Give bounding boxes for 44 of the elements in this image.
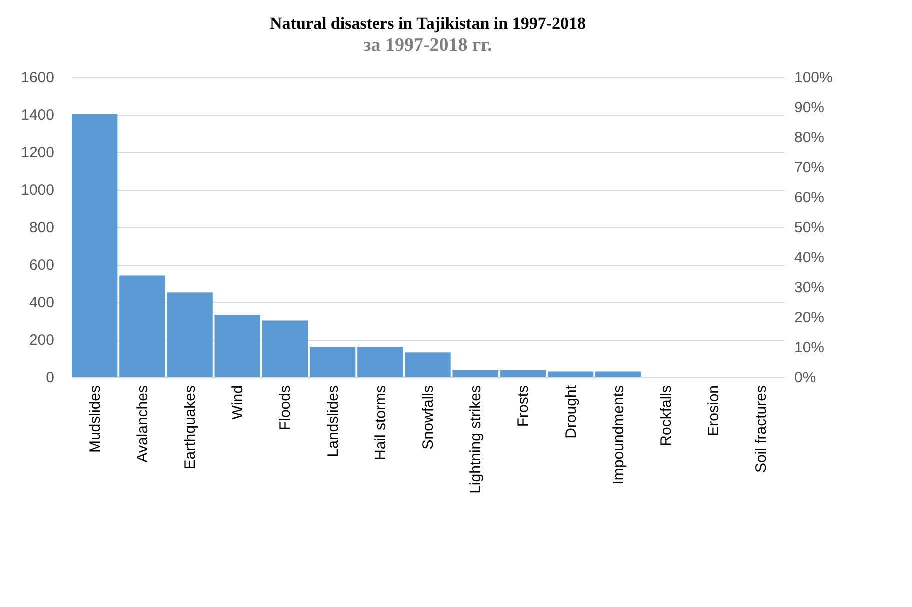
y2-tick-label: 90% [794,100,825,116]
y2-tick-label: 0% [794,370,816,386]
y-tick-label: 1600 [21,70,54,86]
x-tick-label: Lightning strikes [468,386,485,494]
x-tick-label: Frosts [515,386,532,428]
x-tick-label: Floods [277,386,294,431]
y2-tick-label: 70% [794,160,825,176]
y-tick-label: 1200 [21,144,54,162]
y2-tick-label: 60% [794,190,825,206]
x-tick-label: Hail storms [372,386,390,461]
bar [214,315,260,377]
bar [72,114,118,377]
x-tick-label: Wind [230,386,247,420]
x-tick-label: Avalanches [134,386,152,463]
y2-tick-label: 50% [794,220,825,236]
x-tick-label: Mudslides [86,386,104,454]
x-tick-label: Rockfalls [658,386,675,446]
bar [500,370,546,377]
y-tick-label: 1000 [21,182,54,199]
x-tick-label: Snowfalls [420,386,437,450]
chart-title: Natural disasters in Tajikistan in 1997-2018 [270,14,586,33]
y2-tick-label: 100% [794,70,833,86]
y-tick-label: 800 [29,220,54,236]
y-tick-label: 200 [29,332,54,349]
x-tick-label: Drought [562,384,580,439]
y2-tick-label: 20% [794,310,825,326]
y-tick-label: 600 [29,257,54,274]
y-tick-label: 0 [46,370,54,386]
x-tick-label: Erosion [706,386,723,436]
y2-tick-label: 10% [794,340,825,356]
x-tick-label: Soil fractures [753,386,770,474]
y2-tick-label: 40% [794,250,825,266]
y-tick-label: 400 [29,294,54,312]
bar [596,372,642,377]
bar [310,347,356,377]
y2-tick-label: 80% [794,130,825,146]
y-tick-label: 1400 [21,107,54,124]
x-tick-label: Landslides [324,386,342,458]
bar [262,320,308,377]
bar [548,372,594,377]
y2-tick-label: 30% [794,280,825,296]
x-tick-label: Earthquakes [182,386,200,470]
x-tick-label: Impoundments [610,386,628,485]
chart-subtitle: за 1997-2018 гг. [364,35,492,56]
